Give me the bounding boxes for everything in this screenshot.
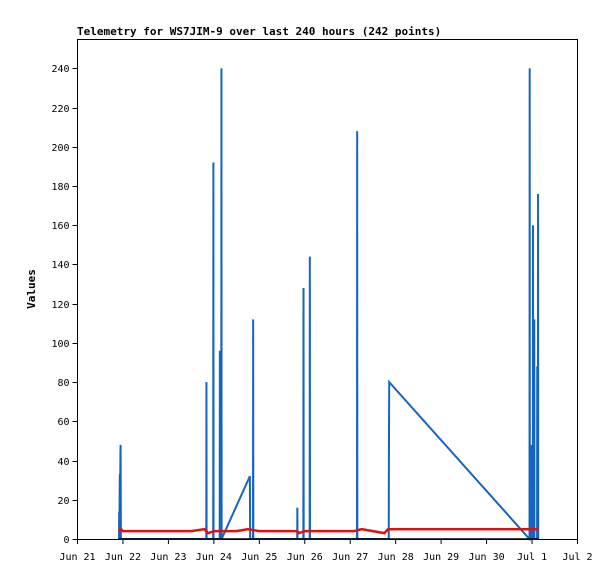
x-tick-label: Jun 27	[332, 552, 368, 563]
chart-title: Telemetry for WS7JIM-9 over last 240 hou…	[77, 25, 441, 38]
series-1-line	[118, 68, 540, 542]
x-tick-label: Jul 1	[517, 552, 547, 563]
y-axis: 0 20 40 60 80 100 120 140 160 180 200 220 240	[51, 64, 78, 546]
series-layer	[117, 68, 540, 542]
y-tick-label: 220	[51, 104, 69, 115]
y-tick-label: 240	[51, 64, 69, 75]
x-tick-label: Jul 2	[562, 552, 592, 563]
x-tick-label: Jun 25	[241, 552, 277, 563]
y-tick-label: 80	[57, 378, 69, 389]
y-tick-label: 120	[51, 300, 69, 311]
plot-frame	[77, 39, 578, 540]
y-tick-label: 0	[63, 535, 69, 546]
x-axis: Jun 21 Jun 22 Jun 23 Jun 24 Jun 25 Jun 26 Jun …	[59, 539, 593, 563]
y-tick-label: 160	[51, 221, 69, 232]
x-tick-label: Jun 24	[196, 552, 232, 563]
y-tick-label: 200	[51, 143, 69, 154]
x-tick-label: Jun 21	[59, 552, 95, 563]
x-tick-label: Jun 26	[287, 552, 323, 563]
y-tick-label: 180	[51, 182, 69, 193]
y-tick-label: 40	[57, 457, 69, 468]
y-tick-label: 20	[57, 496, 69, 507]
y-tick-label: 140	[51, 260, 69, 271]
y-tick-label: 100	[51, 339, 69, 350]
series-2-line	[117, 527, 539, 535]
y-axis-label: Values	[25, 269, 38, 309]
x-tick-label: Jun 22	[105, 552, 141, 563]
y-tick-label: 60	[57, 417, 69, 428]
x-tick-label: Jun 28	[378, 552, 414, 563]
x-tick-label: Jun 23	[150, 552, 186, 563]
x-tick-label: Jun 29	[423, 552, 459, 563]
x-tick-label: Jun 30	[469, 552, 505, 563]
